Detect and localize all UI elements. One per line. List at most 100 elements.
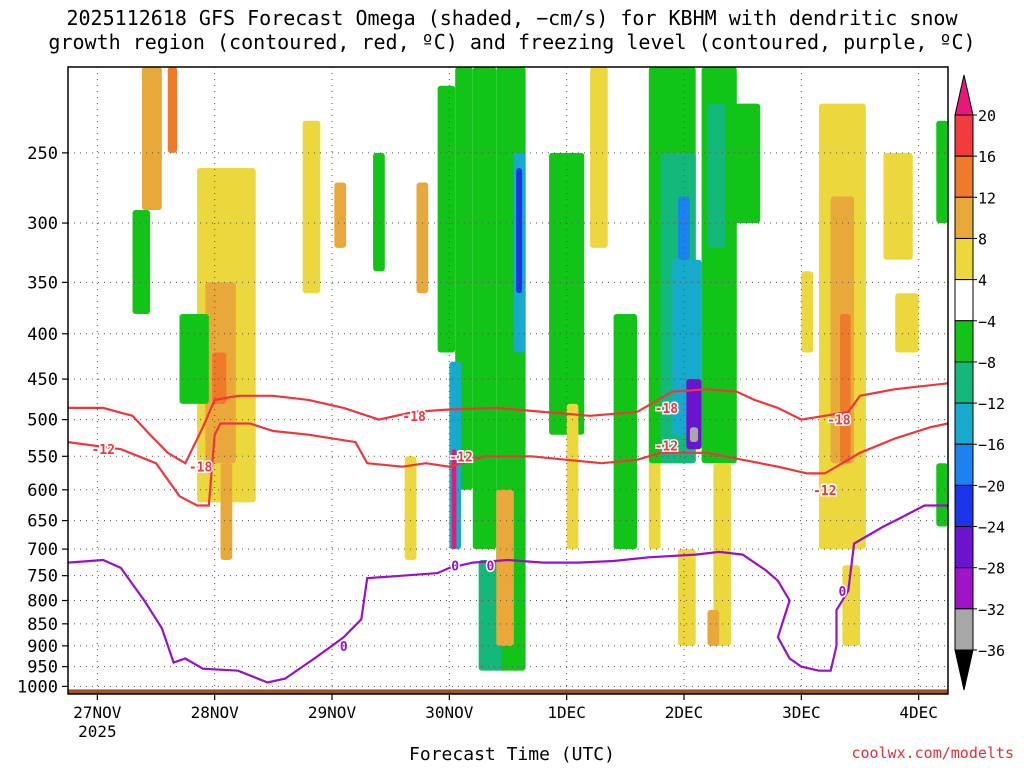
- y-tick-label-500: 500: [27, 411, 58, 431]
- omega-region-17: [451, 449, 457, 550]
- contours: -12 -12 -12 -12 -18 -18 -18 -18 0 0 0 0: [67, 382, 949, 684]
- y-tick-label-750: 750: [27, 567, 58, 587]
- omega-region-43: [840, 314, 851, 464]
- colorbar-label-4: 4: [978, 272, 987, 290]
- colorbar-label-7: −12: [978, 395, 1005, 413]
- omega-shading: [132, 67, 948, 671]
- x-tick-label-28NOV: 28NOV: [191, 703, 240, 722]
- omega-region-46: [895, 293, 919, 353]
- freezing-level-contour-label-0: 0: [340, 640, 348, 655]
- omega-region-24: [566, 403, 579, 550]
- dgz-contour--18-label-0: -18: [189, 461, 213, 476]
- y-tick-label-950: 950: [27, 658, 58, 678]
- colorbar-top-arrow: [954, 74, 974, 116]
- y-tick-label-1000: 1000: [17, 677, 58, 697]
- colorbar-label-9: −20: [978, 477, 1005, 495]
- y-tick-label-350: 350: [27, 273, 58, 293]
- dgz-contour--12-label-0: -12: [91, 443, 114, 458]
- omega-region-40: [801, 271, 814, 353]
- x-tick-label-4DEC: 4DEC: [899, 703, 938, 722]
- omega-region-8: [302, 120, 321, 294]
- x-tick-label-1DEC: 1DEC: [547, 703, 586, 722]
- chart-title: 2025112618 GFS Forecast Omega (shaded, −…: [0, 6, 1024, 54]
- omega-region-38: [678, 549, 696, 646]
- colorbar-box-1: [954, 155, 974, 198]
- omega-region-22: [496, 489, 514, 646]
- dgz-contour--18: [68, 382, 949, 465]
- y-tick-label-850: 850: [27, 615, 58, 635]
- colorbar-bottom-arrow: [954, 649, 974, 691]
- colorbar-box-5: [954, 320, 974, 363]
- y-tick-label-800: 800: [27, 592, 58, 612]
- freezing-level-contour-label-2: 0: [486, 559, 494, 574]
- colorbar-label-3: 8: [978, 230, 987, 248]
- colorbar-box-8: [954, 443, 974, 486]
- omega-region-33: [689, 427, 699, 443]
- colorbar-label-5: −4: [978, 313, 996, 331]
- omega-region-26: [613, 314, 638, 550]
- y-tick-label-450: 450: [27, 370, 58, 390]
- y-tick-label-600: 600: [27, 481, 58, 501]
- omega-region-39: [707, 610, 720, 646]
- ground-layer: [68, 689, 948, 694]
- omega-region-2: [167, 67, 178, 153]
- y-tick-label-650: 650: [27, 512, 58, 532]
- omega-region-10: [373, 152, 385, 272]
- freezing-level-contour-label-1: 0: [451, 559, 459, 574]
- x-tick-label-29NOV: 29NOV: [308, 703, 357, 722]
- omega-region-1: [141, 67, 162, 210]
- colorbar-label-10: −24: [978, 519, 1005, 537]
- x-tick-label-30NOV: 30NOV: [425, 703, 474, 722]
- colorbar-label-0: 20: [978, 107, 996, 125]
- omega-region-45: [883, 152, 913, 260]
- omega-region-5: [212, 352, 227, 404]
- y-tick-label-550: 550: [27, 447, 58, 467]
- omega-region-35: [730, 103, 761, 224]
- dgz-contour--12-label-3: -12: [813, 484, 836, 499]
- y-tick-label-300: 300: [27, 214, 58, 234]
- colorbar-box-9: [954, 484, 974, 528]
- omega-region-7: [179, 314, 209, 404]
- omega-region-25: [590, 67, 608, 248]
- omega-region-13: [437, 85, 456, 353]
- dgz-contour--18-label-1: -18: [402, 410, 426, 425]
- dgz-contour--18-label-2: -18: [655, 402, 679, 417]
- colorbar-box-11: [954, 567, 974, 610]
- omega-region-11: [416, 182, 429, 294]
- x-tick-label-2DEC: 2DEC: [665, 703, 704, 722]
- colorbar-label-1: 16: [978, 148, 996, 166]
- freezing-level-contour: [67, 504, 948, 684]
- y-tick-label-400: 400: [27, 325, 58, 345]
- colorbar-label-6: −8: [978, 354, 996, 372]
- colorbar-label-2: 12: [978, 189, 996, 207]
- omega-region-0: [132, 209, 151, 315]
- omega-region-36: [707, 103, 726, 248]
- freezing-level-contour-label-3: 0: [838, 585, 846, 600]
- omega-region-37: [713, 463, 731, 646]
- omega-region-31: [678, 196, 690, 260]
- x-tick-label-3DEC: 3DEC: [782, 703, 821, 722]
- x-axis-label: Forecast Time (UTC): [409, 744, 615, 765]
- colorbar-box-3: [954, 237, 974, 281]
- dgz-contour--18-label-3: -18: [827, 414, 851, 429]
- omega-region-48: [936, 120, 948, 224]
- colorbar-box-6: [954, 361, 974, 404]
- colorbar-box-0: [954, 114, 974, 157]
- omega-region-6: [220, 463, 233, 560]
- grid: [68, 67, 948, 694]
- x-tick-sublabel: 2025: [78, 722, 117, 741]
- colorbar-box-4: [954, 279, 974, 322]
- x-tick-label-27NOV: 27NOV: [73, 703, 122, 722]
- dgz-contour--12-label-1: -12: [449, 450, 472, 465]
- plot-frame: [67, 66, 949, 695]
- dgz-contour--12-label-2: -12: [655, 440, 678, 455]
- omega-region-47: [936, 463, 948, 527]
- omega-region-23: [549, 152, 585, 435]
- colorbar-label-12: −32: [978, 601, 1005, 619]
- y-tick-label-900: 900: [27, 637, 58, 657]
- omega-region-9: [334, 182, 347, 248]
- omega-region-12: [404, 456, 417, 560]
- colorbar: 20 16 12 8 4 −4 −8 −12 −16 −20 −24 −28 −32 −36: [954, 74, 1005, 691]
- colorbar-label-11: −28: [978, 560, 1005, 578]
